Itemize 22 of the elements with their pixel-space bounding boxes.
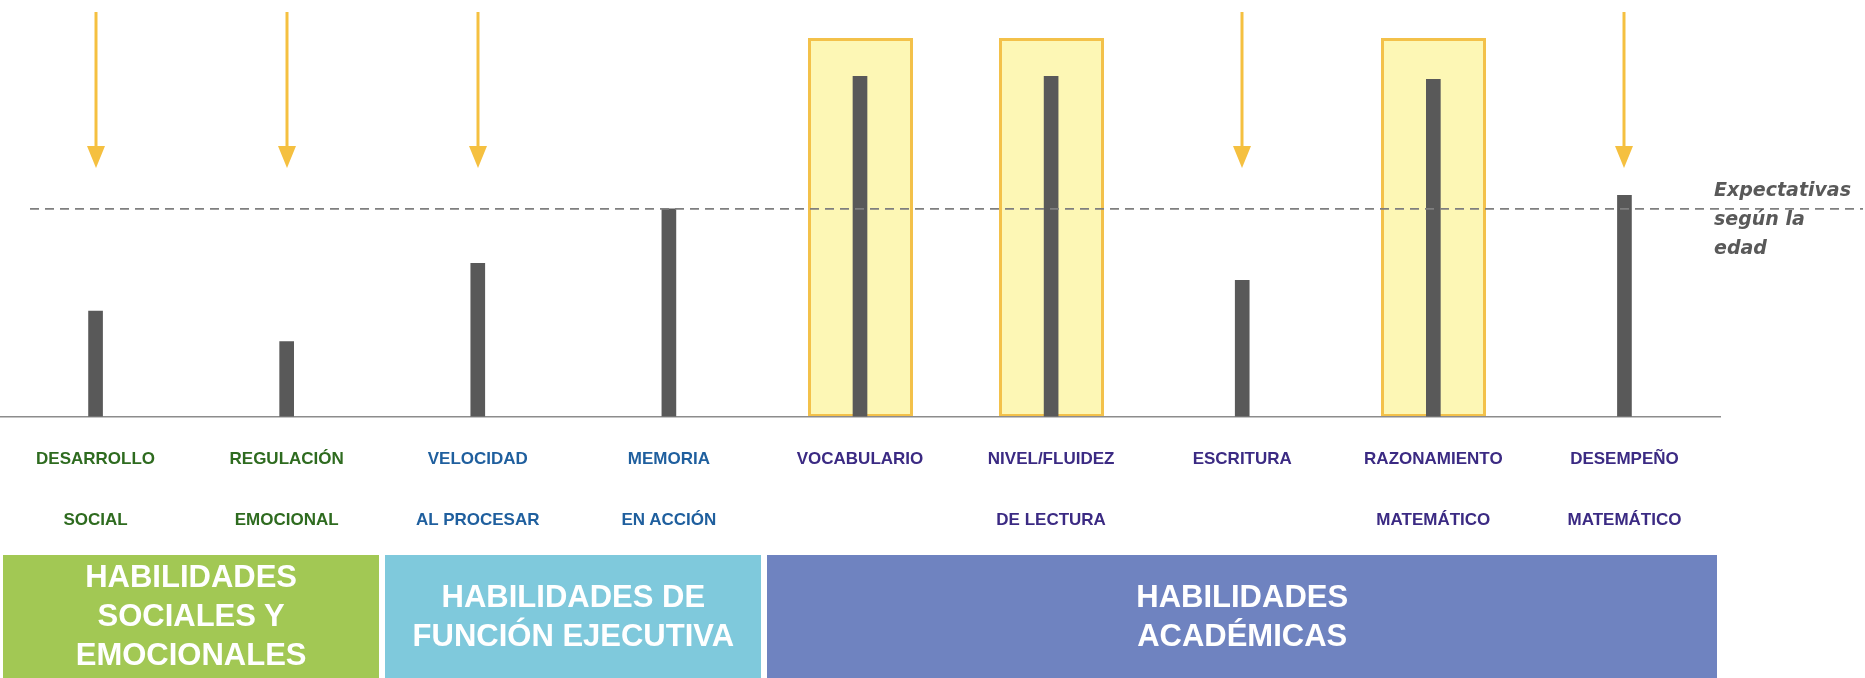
category-label: DESARROLLO SOCIAL <box>36 448 156 530</box>
bar <box>661 208 677 417</box>
bar <box>1043 76 1059 417</box>
category-label: VELOCIDAD AL PROCESAR <box>416 448 540 530</box>
bar <box>1234 280 1250 417</box>
x-tick-label: VOCABULARIO <box>796 448 924 468</box>
text: HABILIDADES SOCIALES Y EMOCIONALES <box>74 558 308 674</box>
bar <box>852 76 868 417</box>
ref-line-label: Expectativas según la edad <box>1714 177 1851 258</box>
x-tick-label: ESCRITURA <box>1192 448 1292 468</box>
bar <box>1426 79 1441 417</box>
bar <box>470 263 486 417</box>
category-label: MEMORIA EN ACCIÓN <box>621 448 717 530</box>
category-label: REGULACIÓN EMOCIONAL <box>229 448 344 530</box>
text: HABILIDADES ACADÉMICAS <box>1135 577 1350 655</box>
bar <box>1617 194 1632 417</box>
bar <box>279 341 294 417</box>
category-label: DESEMPEÑO MATEMÁTICO <box>1567 448 1682 530</box>
text: HABILIDADES DE FUNCIÓN EJECUTIVA <box>411 577 736 655</box>
bar <box>88 310 103 417</box>
category-label: RAZONAMIENTO MATEMÁTICO <box>1364 448 1503 530</box>
category-label: NIVEL/FLUIDEZ DE LECTURA <box>987 448 1115 530</box>
